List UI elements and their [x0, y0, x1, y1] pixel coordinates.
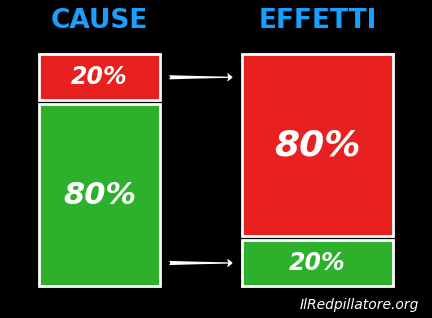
- Text: CAUSE: CAUSE: [51, 8, 148, 34]
- Bar: [242, 54, 393, 236]
- Bar: [242, 240, 393, 286]
- Text: 80%: 80%: [274, 128, 361, 162]
- Bar: [39, 54, 160, 100]
- Text: 20%: 20%: [289, 251, 346, 275]
- Text: 80%: 80%: [63, 181, 136, 210]
- Text: IlRedpillatore.org: IlRedpillatore.org: [300, 298, 419, 312]
- Bar: [39, 104, 160, 286]
- Text: 20%: 20%: [71, 65, 128, 89]
- Text: EFFETTI: EFFETTI: [258, 8, 377, 34]
